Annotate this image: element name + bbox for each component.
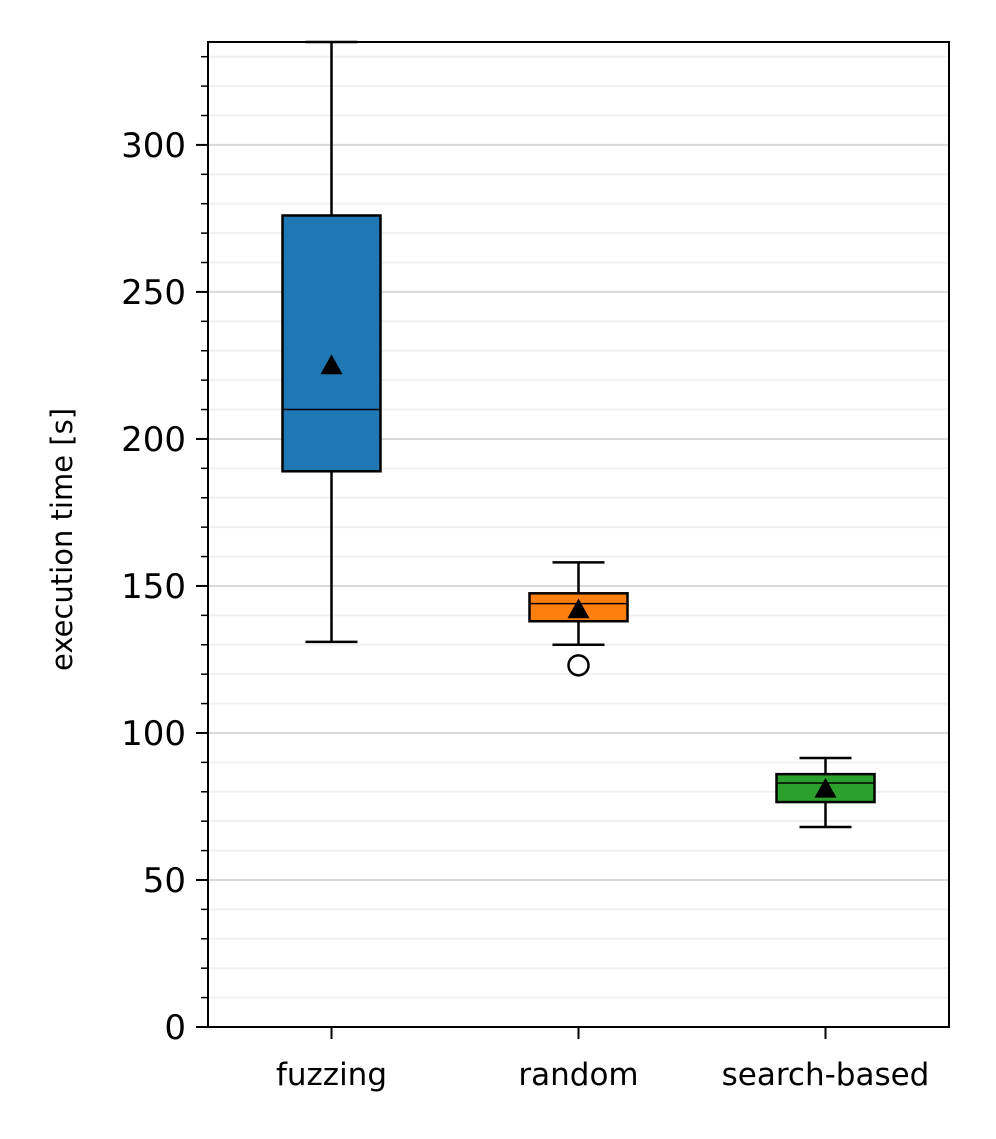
box-random [528, 561, 629, 677]
y-tick-label: 50 [143, 861, 186, 901]
x-tick-label: random [518, 1057, 638, 1093]
y-tick-label: 200 [121, 420, 186, 460]
mean-marker [567, 598, 590, 619]
y-tick-label: 300 [121, 126, 186, 166]
x-tick-label: fuzzing [276, 1057, 387, 1093]
x-tick-label: search-based [722, 1057, 930, 1093]
box-search-based [775, 756, 876, 829]
y-tick-label: 100 [121, 714, 186, 754]
outlier-point [567, 654, 590, 677]
box-body [281, 214, 382, 473]
mean-marker [814, 777, 837, 798]
y-axis-label: execution time [s] [45, 408, 79, 671]
axes: 0 50 100 150 200 250 300 fuzzing random search-ba… [121, 55, 930, 1093]
grid-lines [208, 55, 949, 999]
boxes [281, 40, 876, 829]
y-tick-label: 0 [164, 1008, 186, 1048]
box-fuzzing [281, 40, 382, 644]
mean-marker [320, 354, 343, 375]
y-tick-label: 250 [121, 273, 186, 313]
y-tick-label: 150 [121, 567, 186, 607]
